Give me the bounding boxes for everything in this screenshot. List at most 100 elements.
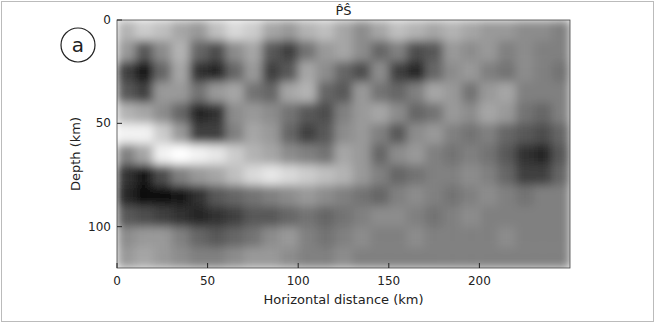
cell	[153, 206, 172, 227]
cell	[171, 82, 190, 103]
cell	[353, 185, 372, 206]
cell	[316, 165, 335, 186]
cell	[479, 165, 498, 186]
cell	[334, 20, 353, 41]
cell	[371, 41, 390, 62]
cell	[117, 144, 136, 165]
cell	[153, 82, 172, 103]
x-tick-label: 0	[113, 274, 121, 288]
cell	[552, 165, 570, 186]
cell	[135, 20, 154, 41]
cell	[117, 227, 136, 248]
cell	[371, 61, 390, 82]
cell	[552, 41, 570, 62]
x-tick	[207, 263, 208, 268]
cell	[461, 185, 480, 206]
cell	[189, 82, 208, 103]
cell	[516, 227, 535, 248]
cell	[479, 41, 498, 62]
y-axis-title: Depth (km)	[68, 117, 83, 191]
cell	[534, 20, 553, 41]
cell	[280, 144, 299, 165]
cell	[244, 82, 263, 103]
cell	[298, 61, 317, 82]
cell	[461, 123, 480, 144]
cell	[226, 82, 245, 103]
cell	[153, 144, 172, 165]
cell	[334, 61, 353, 82]
cell	[334, 41, 353, 62]
cell	[135, 206, 154, 227]
cell	[334, 185, 353, 206]
cell	[244, 206, 263, 227]
cell	[226, 61, 245, 82]
cell	[171, 41, 190, 62]
cell	[425, 123, 444, 144]
cell	[316, 247, 335, 268]
cell	[479, 103, 498, 124]
cell	[353, 247, 372, 268]
cell	[516, 82, 535, 103]
cell	[117, 82, 136, 103]
cell	[461, 82, 480, 103]
cell	[552, 144, 570, 165]
cell	[407, 41, 426, 62]
cell	[153, 123, 172, 144]
cell	[262, 144, 281, 165]
cell	[389, 41, 408, 62]
figure-frame	[2, 2, 654, 322]
y-tick	[117, 20, 122, 21]
cell	[316, 41, 335, 62]
cell	[208, 123, 227, 144]
cell	[389, 185, 408, 206]
cell	[189, 41, 208, 62]
cell	[461, 61, 480, 82]
cell	[371, 123, 390, 144]
cell	[316, 82, 335, 103]
cell	[425, 227, 444, 248]
cell	[135, 61, 154, 82]
cell	[534, 227, 553, 248]
cell	[407, 185, 426, 206]
cell	[298, 41, 317, 62]
cell	[153, 165, 172, 186]
cell	[498, 123, 517, 144]
cell	[407, 20, 426, 41]
cell	[498, 165, 517, 186]
cell	[534, 165, 553, 186]
cell	[479, 227, 498, 248]
cell	[226, 103, 245, 124]
cell	[117, 20, 136, 41]
cell	[534, 206, 553, 227]
cell	[353, 206, 372, 227]
cell	[443, 20, 462, 41]
cell	[171, 227, 190, 248]
cell	[516, 144, 535, 165]
cell	[262, 82, 281, 103]
cell	[443, 247, 462, 268]
cell	[117, 206, 136, 227]
cell	[389, 82, 408, 103]
cell	[153, 185, 172, 206]
cell	[389, 123, 408, 144]
cell	[226, 144, 245, 165]
cell	[117, 123, 136, 144]
y-tick-label: 0	[103, 13, 111, 27]
cell	[371, 247, 390, 268]
cell	[244, 20, 263, 41]
cell	[516, 61, 535, 82]
cell	[425, 185, 444, 206]
cell	[552, 61, 570, 82]
cell	[479, 61, 498, 82]
cell	[171, 185, 190, 206]
x-tick	[117, 263, 118, 268]
cell	[316, 227, 335, 248]
cell	[552, 123, 570, 144]
cell	[425, 206, 444, 227]
cell	[534, 123, 553, 144]
cell	[461, 103, 480, 124]
cell	[171, 206, 190, 227]
cell	[534, 61, 553, 82]
cell	[389, 227, 408, 248]
cell	[552, 103, 570, 124]
